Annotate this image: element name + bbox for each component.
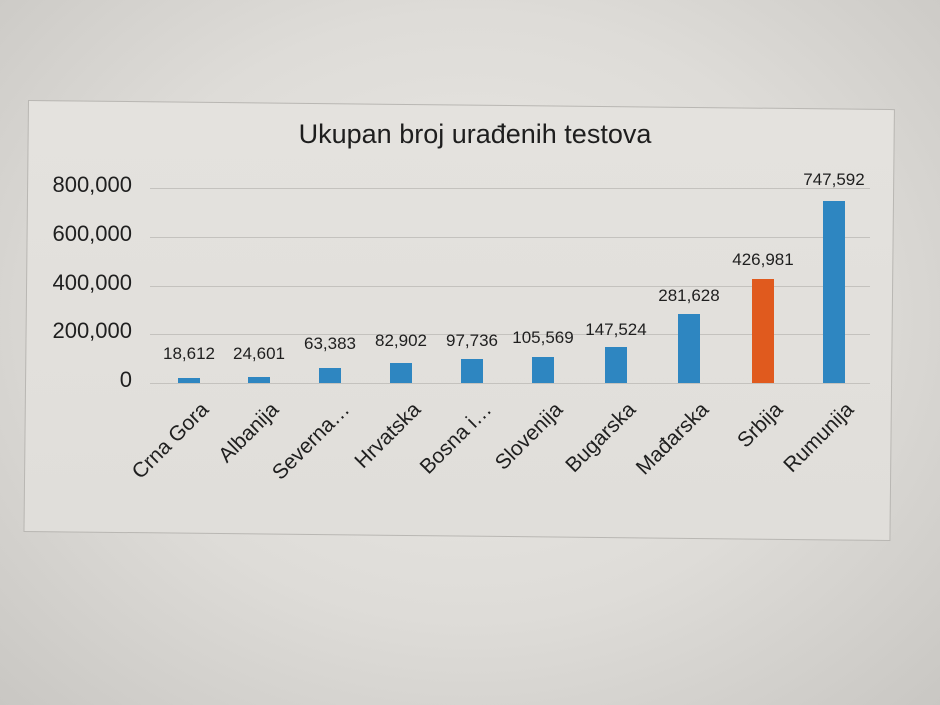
bar-albanija[interactable] bbox=[248, 377, 270, 383]
data-label: 281,628 bbox=[658, 286, 720, 305]
data-label: 18,612 bbox=[163, 344, 215, 363]
data-label: 82,902 bbox=[375, 331, 427, 350]
bar-srbija[interactable] bbox=[752, 278, 774, 383]
y-axis-tick-label: 800,000 bbox=[52, 172, 132, 197]
data-label: 747,592 bbox=[803, 170, 865, 189]
gridline bbox=[150, 285, 870, 287]
bar-bugarska[interactable] bbox=[605, 347, 627, 383]
data-label: 147,524 bbox=[585, 320, 647, 339]
data-label: 105,569 bbox=[512, 328, 574, 347]
gridline bbox=[150, 188, 870, 189]
gridline bbox=[150, 334, 870, 336]
bar-rumunija[interactable] bbox=[823, 200, 845, 383]
y-axis-tick-label: 400,000 bbox=[52, 269, 132, 295]
data-label: 24,601 bbox=[233, 344, 285, 363]
chart-title: Ukupan broj urađenih testova bbox=[298, 119, 652, 149]
gridline bbox=[150, 383, 870, 384]
bar-severna[interactable] bbox=[319, 367, 341, 383]
data-label: 97,736 bbox=[446, 331, 498, 350]
bar-ma-arska[interactable] bbox=[678, 314, 700, 383]
data-label: 426,981 bbox=[732, 250, 794, 269]
bar-crna-gora[interactable] bbox=[178, 378, 200, 383]
y-axis-tick-label: 600,000 bbox=[52, 220, 132, 246]
y-axis-tick-label: 200,000 bbox=[52, 318, 132, 344]
y-axis-tick-label: 0 bbox=[119, 367, 132, 392]
data-label: 63,383 bbox=[304, 334, 356, 353]
gridline bbox=[150, 236, 870, 238]
bar-bosna-i[interactable] bbox=[461, 359, 483, 383]
bar-hrvatska[interactable] bbox=[390, 362, 412, 383]
bar-slovenija[interactable] bbox=[532, 357, 554, 383]
